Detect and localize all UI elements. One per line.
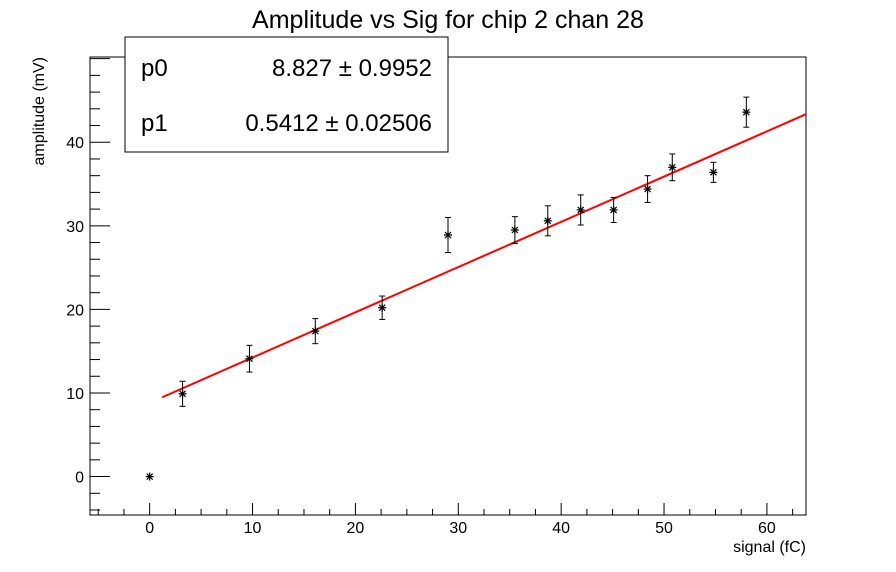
data-point <box>145 472 154 481</box>
data-point <box>378 295 387 320</box>
data-point <box>444 216 452 254</box>
data-point <box>668 153 677 182</box>
x-tick-label: 10 <box>244 520 262 537</box>
data-point <box>576 194 585 226</box>
stats-box: p0 8.827 ± 0.9952 p1 0.5412 ± 0.02506 <box>124 36 449 153</box>
y-tick-label: 30 <box>66 219 84 236</box>
x-tick-label: 0 <box>145 520 154 537</box>
chart-title: Amplitude vs Sig for chip 2 chan 28 <box>252 6 644 34</box>
x-tick-label: 60 <box>758 520 776 537</box>
x-tick-label: 50 <box>655 520 673 537</box>
axis-ticks: 0 10 20 30 40 50 60 0 10 20 30 40 <box>66 58 794 537</box>
data-point <box>311 318 320 345</box>
stat-p1-value: 0.5412 ± 0.02506 <box>245 110 432 137</box>
data-point <box>609 196 618 223</box>
data-point <box>543 205 552 237</box>
y-axis-label: amplitude (mV) <box>31 57 48 165</box>
data-point <box>742 96 751 128</box>
data-points <box>145 96 751 481</box>
data-point <box>245 344 254 373</box>
x-tick-label: 40 <box>552 520 570 537</box>
stat-p1-name: p1 <box>141 110 168 137</box>
y-tick-label: 40 <box>66 135 84 152</box>
fit-line <box>161 113 807 399</box>
y-tick-label: 0 <box>75 470 84 487</box>
x-tick-label: 20 <box>347 520 365 537</box>
y-tick-label: 20 <box>66 302 84 319</box>
y-tick-label: 10 <box>66 386 84 403</box>
x-tick-label: 30 <box>449 520 467 537</box>
data-point <box>178 380 187 407</box>
data-point <box>510 216 519 244</box>
stat-p0-value: 8.827 ± 0.9952 <box>272 55 432 82</box>
x-axis-label: signal (fC) <box>733 539 806 556</box>
stats-box-frame <box>124 36 449 153</box>
data-point <box>643 175 652 203</box>
stat-p0-name: p0 <box>141 55 168 82</box>
data-point <box>709 161 718 183</box>
fit-line-group <box>161 113 807 399</box>
